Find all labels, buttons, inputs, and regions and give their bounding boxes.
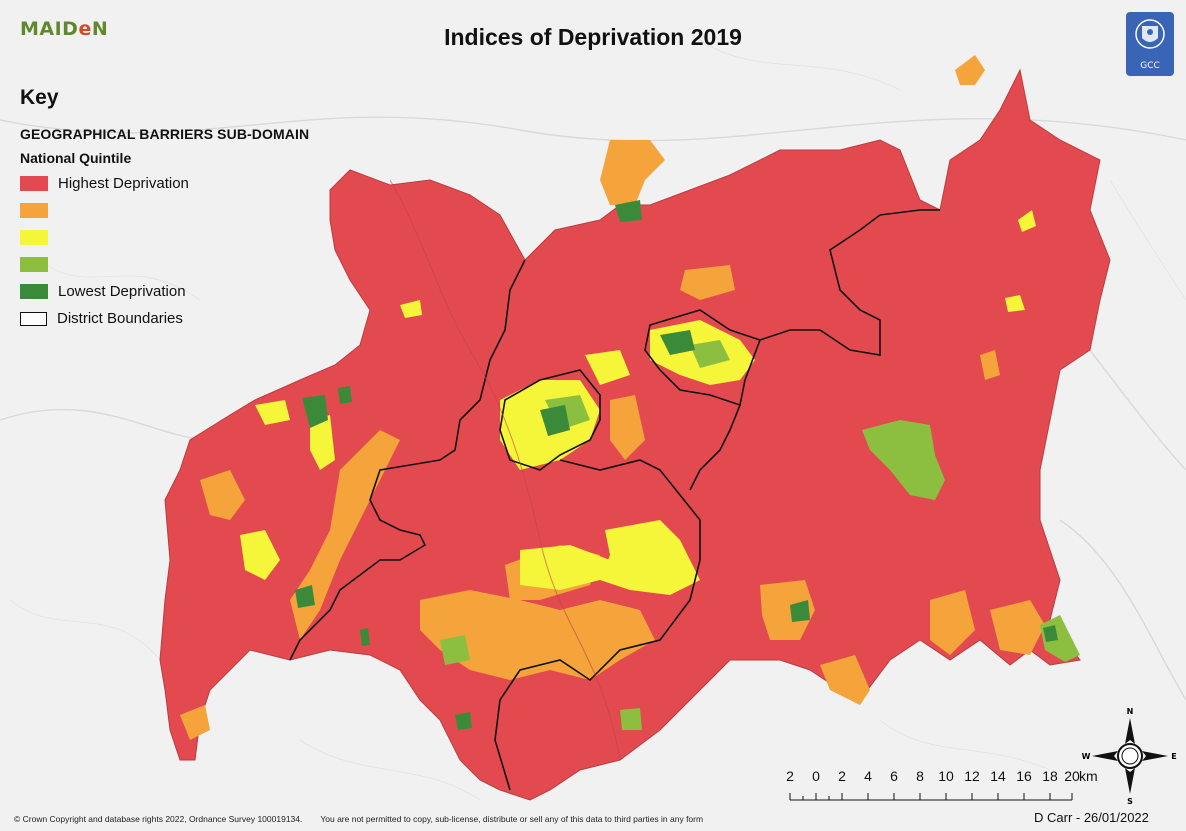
district-boundaries (289, 209, 940, 791)
compass-south: S (1127, 797, 1133, 806)
legend-label: Lowest Deprivation (58, 283, 186, 300)
crest-emblem-icon (1135, 19, 1165, 49)
scale-bar: 2 0 2 4 6 8 10 12 14 16 18 20 km (782, 768, 1112, 806)
author-date: D Carr - 26/01/2022 (1034, 810, 1149, 825)
scale-label: 0 (812, 768, 820, 784)
scale-label: 4 (864, 768, 872, 784)
maiden-logo: MAIDeN (20, 18, 108, 40)
scale-label: 2 (838, 768, 846, 784)
legend-heading: Key (20, 86, 59, 109)
logo-text-right: N (91, 18, 109, 40)
scale-label: 2 (786, 768, 794, 784)
legend-subtitle: GEOGRAPHICAL BARRIERS SUB-DOMAIN (20, 126, 310, 142)
copyright-text: © Crown Copyright and database rights 20… (14, 814, 303, 824)
scale-label: 12 (964, 768, 980, 784)
legend-item-low (20, 251, 380, 278)
scale-unit: km (1079, 768, 1098, 784)
compass-west: W (1082, 752, 1091, 761)
legend-swatch (20, 203, 48, 218)
legend-item-high (20, 197, 380, 224)
quintile-5-areas (295, 200, 1058, 730)
scale-label: 6 (890, 768, 898, 784)
scale-label: 16 (1016, 768, 1032, 784)
legend-label: Highest Deprivation (58, 175, 189, 192)
logo-text-accent: e (78, 18, 92, 40)
legend-swatch (20, 176, 48, 191)
scale-label: 18 (1042, 768, 1058, 784)
legend-group-title: National Quintile (20, 150, 132, 166)
map-title: Indices of Deprivation 2019 (444, 24, 742, 50)
tewkesbury-area[interactable] (600, 140, 665, 205)
map-legend: Key GEOGRAPHICAL BARRIERS SUB-DOMAIN Nat… (20, 86, 380, 332)
scale-label: 8 (916, 768, 924, 784)
compass-north: N (1127, 707, 1134, 716)
scale-label: 10 (938, 768, 954, 784)
legend-swatch (20, 257, 48, 272)
gcc-crest-icon: GCC (1126, 12, 1174, 76)
legend-item-middle (20, 224, 380, 251)
crest-label: GCC (1140, 61, 1160, 71)
scale-label: 20 (1064, 768, 1080, 784)
scale-label: 14 (990, 768, 1006, 784)
legend-item-boundaries: District Boundaries (20, 305, 380, 332)
legend-swatch (20, 230, 48, 245)
copyright-notice: © Crown Copyright and database rights 20… (14, 814, 703, 824)
quintile-2-areas (180, 265, 1045, 740)
legend-label: District Boundaries (57, 310, 183, 327)
legend-swatch-outline (20, 311, 47, 326)
compass-rose-icon: N S E W (1082, 707, 1177, 806)
river-severn (389, 179, 621, 761)
legend-item-highest: Highest Deprivation (20, 170, 380, 197)
usage-notice: You are not permitted to copy, sub-licen… (320, 814, 704, 824)
north-east-spur[interactable] (955, 55, 985, 85)
logo-text-left: MAID (20, 18, 79, 40)
scale-labels: 2 0 2 4 6 8 10 12 14 16 18 20 km (782, 768, 1112, 786)
compass-east: E (1171, 752, 1176, 761)
legend-swatch (20, 284, 48, 299)
legend-item-lowest: Lowest Deprivation (20, 278, 380, 305)
scale-ruler (789, 793, 1073, 801)
